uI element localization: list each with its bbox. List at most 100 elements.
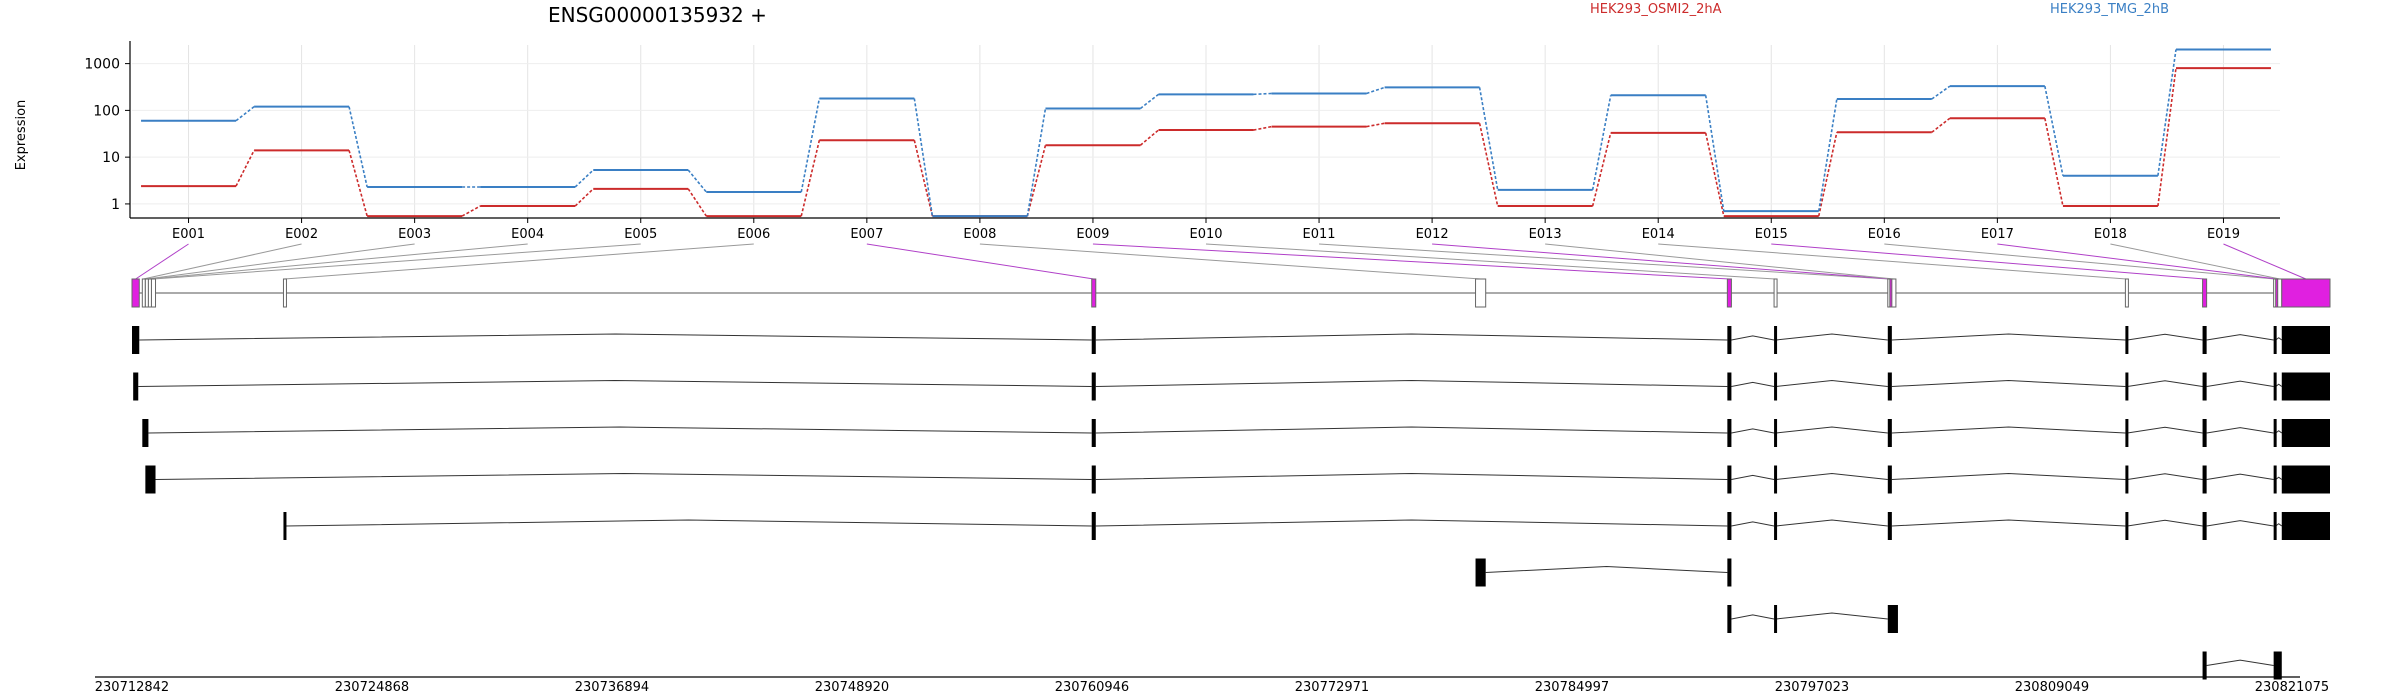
intron-line bbox=[1095, 472, 1728, 480]
connector-segment bbox=[1931, 117, 1951, 133]
intron-line bbox=[2206, 520, 2274, 527]
exon-link-line bbox=[2110, 243, 2280, 280]
transcript-exon bbox=[1774, 465, 1778, 494]
x-tick-label: E008 bbox=[963, 227, 996, 242]
transcript-exon bbox=[1091, 465, 1096, 494]
intron-line bbox=[1891, 333, 2126, 341]
intron-line bbox=[2275, 337, 2283, 341]
legend-series-2: HEK293_TMG_2hB bbox=[2050, 2, 2169, 17]
intron-line bbox=[1776, 519, 1888, 527]
transcript-exon bbox=[2202, 651, 2207, 680]
exon-link-line bbox=[1884, 243, 2275, 280]
connector-segment bbox=[235, 149, 255, 187]
y-tick-label: 1 bbox=[111, 197, 120, 213]
exon-block bbox=[1891, 278, 1897, 308]
transcript-exon bbox=[2273, 326, 2277, 354]
intron-line bbox=[1731, 428, 1775, 434]
transcript-exon bbox=[2281, 326, 2330, 354]
transcript-exon bbox=[1475, 558, 1486, 587]
connector-segment bbox=[800, 140, 821, 217]
chart-title: ENSG00000135932 + bbox=[548, 3, 767, 27]
transcript-exon bbox=[1727, 605, 1732, 633]
exon-link-line bbox=[1771, 243, 2205, 280]
x-tick-label: E009 bbox=[1076, 227, 1109, 242]
intron-line bbox=[1891, 379, 2126, 387]
intron-line bbox=[139, 333, 1092, 341]
transcript-exon bbox=[2202, 326, 2207, 354]
connector-segment bbox=[1139, 93, 1160, 110]
legend-series-1: HEK293_OSMI2_2hA bbox=[1590, 2, 1722, 17]
connector-segment bbox=[461, 205, 481, 217]
exon-block bbox=[150, 278, 157, 308]
transcript-exon bbox=[1091, 419, 1096, 447]
connector-segment bbox=[687, 188, 707, 217]
x-tick-label: E004 bbox=[511, 227, 544, 242]
genome-tick-label: 230760946 bbox=[1055, 680, 1129, 695]
connector-segment bbox=[1253, 92, 1272, 96]
connector-segment bbox=[1366, 122, 1385, 128]
intron-line bbox=[1485, 565, 1728, 573]
transcript-exon bbox=[1091, 512, 1096, 540]
transcript-exon bbox=[2281, 419, 2330, 447]
exon-block bbox=[2202, 278, 2208, 308]
transcript-exon bbox=[2202, 372, 2207, 401]
transcript-exon bbox=[2273, 465, 2277, 494]
transcript-exon bbox=[1774, 605, 1778, 633]
connector-segment bbox=[574, 169, 594, 188]
y-tick-label: 100 bbox=[93, 103, 120, 119]
exon-link-line bbox=[135, 243, 189, 280]
connector-segment bbox=[800, 98, 821, 193]
intron-line bbox=[2127, 426, 2203, 434]
intron-line bbox=[1731, 381, 1775, 387]
transcript-exon bbox=[283, 512, 287, 540]
transcript-exon bbox=[1887, 372, 1892, 401]
intron-line bbox=[2275, 476, 2283, 480]
connector-segment bbox=[348, 106, 368, 188]
exon-link-line bbox=[1092, 243, 1730, 280]
transcript-exon bbox=[2281, 372, 2330, 401]
x-tick-label: E015 bbox=[1755, 227, 1788, 242]
intron-line bbox=[1095, 379, 1728, 387]
transcript-exon bbox=[2273, 372, 2277, 401]
transcript-exon bbox=[2281, 465, 2330, 494]
transcript-exon bbox=[2281, 512, 2330, 540]
connector-segment bbox=[1253, 125, 1272, 131]
transcript-exon bbox=[2202, 465, 2207, 494]
exon-link-line bbox=[1319, 243, 1889, 280]
transcript-exon bbox=[133, 372, 139, 401]
transcript bbox=[132, 326, 2330, 354]
intron-line bbox=[1731, 614, 1775, 620]
genome-axis: 230712842 230724868 230736894 230748920 2307… bbox=[95, 676, 2329, 695]
transcript bbox=[283, 512, 2330, 540]
connector-segment bbox=[348, 150, 368, 217]
exon-block bbox=[1091, 278, 1097, 308]
transcript-exon bbox=[1727, 465, 1732, 494]
connector-segment bbox=[1026, 145, 1047, 217]
connector-segment bbox=[235, 106, 255, 122]
x-tick-label: E003 bbox=[398, 227, 431, 242]
connector-segment bbox=[687, 169, 707, 193]
connector-segment bbox=[1817, 98, 1838, 212]
genome-tick-label: 230772971 bbox=[1295, 680, 1369, 695]
genome-tick-label: 230809049 bbox=[2015, 680, 2089, 695]
transcript-exon bbox=[1727, 372, 1732, 401]
x-tick-label: E012 bbox=[1416, 227, 1449, 242]
exon-link-line bbox=[153, 243, 641, 280]
intron-line bbox=[148, 426, 1092, 434]
transcript-exon bbox=[1774, 512, 1778, 540]
connector-segment bbox=[1817, 132, 1838, 217]
intron-line bbox=[1095, 519, 1728, 527]
exon-link-line bbox=[1545, 243, 1894, 280]
series-line bbox=[141, 48, 2271, 218]
intron-line bbox=[1891, 472, 2126, 480]
intron-line bbox=[2127, 380, 2203, 387]
transcript bbox=[2202, 651, 2282, 680]
exon-link-line bbox=[866, 243, 1094, 280]
exon-link-line bbox=[1658, 243, 2127, 280]
intron-line bbox=[2127, 519, 2203, 527]
x-tick-label: E017 bbox=[1981, 227, 2014, 242]
intron-line bbox=[1776, 472, 1888, 480]
transcript-exon bbox=[2202, 419, 2207, 447]
gene-model bbox=[131, 243, 2331, 680]
y-axis-label: Expression bbox=[14, 100, 29, 171]
